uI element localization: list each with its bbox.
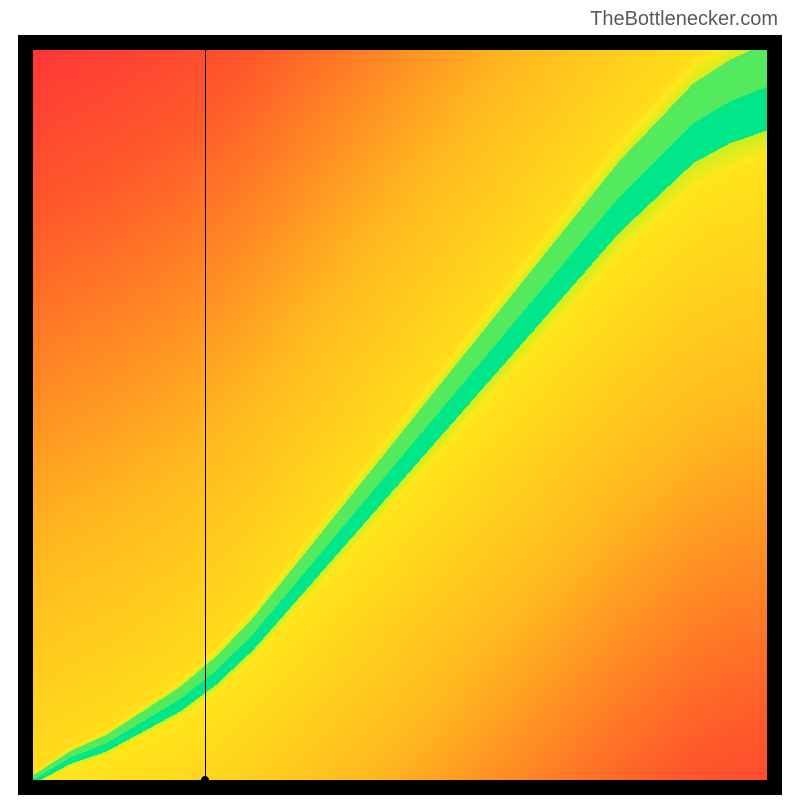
crosshair-marker-dot <box>201 776 209 784</box>
chart-frame <box>18 35 782 795</box>
chart-area <box>33 50 767 780</box>
crosshair-vertical-line <box>205 50 206 780</box>
attribution-text: TheBottlenecker.com <box>590 8 778 31</box>
heatmap-canvas <box>33 50 767 780</box>
